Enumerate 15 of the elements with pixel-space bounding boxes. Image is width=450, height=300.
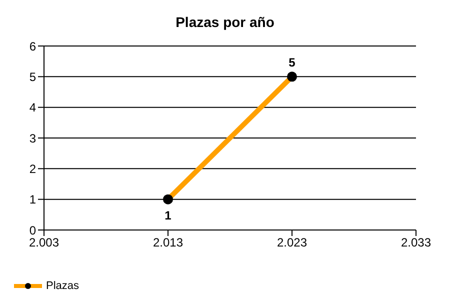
- data-label: 1: [164, 208, 172, 222]
- y-tick-label: 6: [29, 39, 36, 54]
- x-tick-label: 2.013: [152, 236, 184, 250]
- data-label: 5: [288, 56, 296, 70]
- x-tick-label: 2.003: [28, 236, 60, 250]
- y-tick-label: 2: [29, 162, 36, 176]
- y-tick-label: 1: [29, 192, 36, 207]
- y-tick-label: 0: [29, 223, 36, 238]
- x-tick-label: 2.033: [400, 236, 432, 250]
- y-tick-label: 4: [29, 100, 36, 115]
- y-tick-label: 5: [29, 70, 36, 84]
- chart-title: Plazas por año: [174, 13, 276, 32]
- x-tick-label: 2.023: [276, 236, 308, 250]
- y-tick-label: 3: [29, 131, 36, 146]
- legend-label: Plazas: [45, 280, 80, 292]
